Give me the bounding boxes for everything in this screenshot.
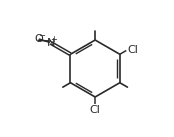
Text: Cl: Cl	[90, 105, 101, 115]
Text: +: +	[50, 35, 57, 44]
Text: −: −	[38, 32, 45, 41]
Text: O: O	[34, 34, 43, 44]
Text: Cl: Cl	[127, 45, 138, 55]
Text: N: N	[46, 38, 55, 48]
